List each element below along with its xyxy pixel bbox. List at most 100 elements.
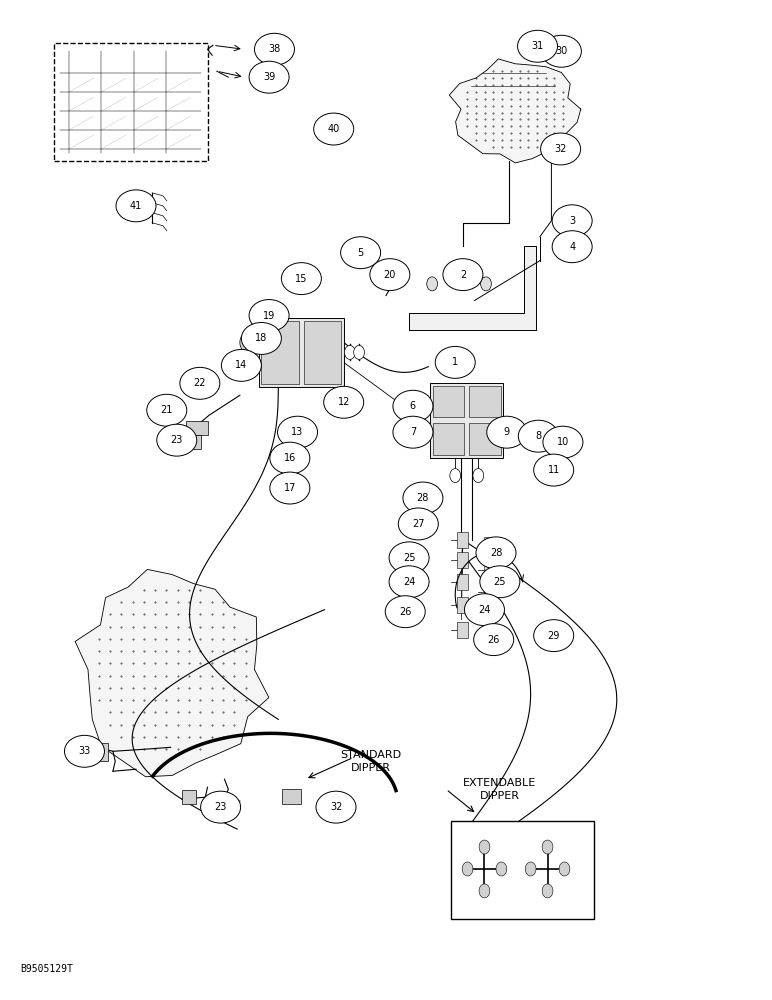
Circle shape <box>450 469 461 483</box>
Ellipse shape <box>249 300 289 331</box>
Ellipse shape <box>370 259 410 291</box>
Text: 14: 14 <box>235 360 248 370</box>
Ellipse shape <box>270 442 310 474</box>
Circle shape <box>481 277 492 291</box>
Text: 26: 26 <box>399 607 411 617</box>
Bar <box>182 790 196 804</box>
Bar <box>485 562 495 578</box>
Bar <box>529 438 547 450</box>
Text: 27: 27 <box>412 519 425 529</box>
Text: 1: 1 <box>452 357 459 367</box>
Text: 24: 24 <box>403 577 415 587</box>
Ellipse shape <box>157 424 197 456</box>
Bar <box>485 537 495 553</box>
Ellipse shape <box>393 416 433 448</box>
Bar <box>506 431 524 443</box>
Bar <box>432 386 465 417</box>
Ellipse shape <box>403 482 443 514</box>
Circle shape <box>240 332 256 352</box>
Text: 6: 6 <box>410 401 416 411</box>
Circle shape <box>344 345 355 359</box>
Ellipse shape <box>541 35 581 67</box>
Ellipse shape <box>474 624 513 656</box>
Ellipse shape <box>201 791 241 823</box>
Circle shape <box>496 862 506 876</box>
Circle shape <box>427 277 438 291</box>
Text: 29: 29 <box>547 631 560 641</box>
Bar <box>552 466 566 478</box>
Text: 31: 31 <box>531 41 543 51</box>
Text: 26: 26 <box>487 635 500 645</box>
Bar <box>92 743 107 761</box>
Text: 8: 8 <box>535 431 541 441</box>
Ellipse shape <box>540 133 581 165</box>
Bar <box>54 43 208 161</box>
Ellipse shape <box>116 190 156 222</box>
Text: 23: 23 <box>215 802 227 812</box>
Polygon shape <box>75 569 269 777</box>
Bar <box>457 532 468 548</box>
Bar <box>432 423 465 455</box>
Circle shape <box>259 322 268 334</box>
Ellipse shape <box>222 349 262 381</box>
Ellipse shape <box>398 508 438 540</box>
Ellipse shape <box>316 791 356 823</box>
Polygon shape <box>409 246 536 330</box>
Bar <box>457 597 468 613</box>
Text: 32: 32 <box>554 144 567 154</box>
Ellipse shape <box>389 566 429 598</box>
Ellipse shape <box>552 205 592 237</box>
Bar <box>457 574 468 590</box>
Text: 4: 4 <box>569 242 575 252</box>
Text: 25: 25 <box>403 553 415 563</box>
Circle shape <box>525 862 536 876</box>
Ellipse shape <box>242 322 281 354</box>
Text: 12: 12 <box>337 397 350 407</box>
Bar <box>303 320 341 384</box>
Ellipse shape <box>480 566 520 598</box>
Ellipse shape <box>323 386 364 418</box>
Bar <box>452 821 594 919</box>
Ellipse shape <box>517 30 557 62</box>
Ellipse shape <box>552 231 592 263</box>
Circle shape <box>479 884 490 898</box>
Bar <box>485 607 495 623</box>
Ellipse shape <box>533 454 574 486</box>
Text: 40: 40 <box>327 124 340 134</box>
Text: 16: 16 <box>284 453 296 463</box>
Text: 15: 15 <box>295 274 307 284</box>
Text: EXTENDABLE
DIPPER: EXTENDABLE DIPPER <box>463 778 537 801</box>
Ellipse shape <box>249 61 289 93</box>
Circle shape <box>542 884 553 898</box>
Ellipse shape <box>65 735 104 767</box>
Text: 32: 32 <box>330 802 342 812</box>
Text: 17: 17 <box>283 483 296 493</box>
Circle shape <box>479 840 490 854</box>
Text: 24: 24 <box>479 605 491 615</box>
Ellipse shape <box>393 390 433 422</box>
Text: 30: 30 <box>555 46 567 56</box>
Text: 9: 9 <box>503 427 510 437</box>
Text: 18: 18 <box>256 333 268 343</box>
Bar <box>262 320 299 384</box>
Circle shape <box>266 305 276 317</box>
Ellipse shape <box>180 367 220 399</box>
Ellipse shape <box>518 420 558 452</box>
Circle shape <box>240 352 256 372</box>
Circle shape <box>559 862 570 876</box>
Text: 19: 19 <box>263 311 275 321</box>
Ellipse shape <box>385 596 425 628</box>
Text: 10: 10 <box>557 437 569 447</box>
Ellipse shape <box>476 537 516 569</box>
Bar <box>469 386 501 417</box>
Ellipse shape <box>278 416 317 448</box>
Circle shape <box>542 840 553 854</box>
Circle shape <box>354 345 364 359</box>
Text: 28: 28 <box>489 548 503 558</box>
Ellipse shape <box>281 263 321 295</box>
Bar <box>485 584 495 600</box>
Bar <box>282 789 301 804</box>
Ellipse shape <box>435 346 476 378</box>
Ellipse shape <box>443 259 483 291</box>
Ellipse shape <box>270 472 310 504</box>
